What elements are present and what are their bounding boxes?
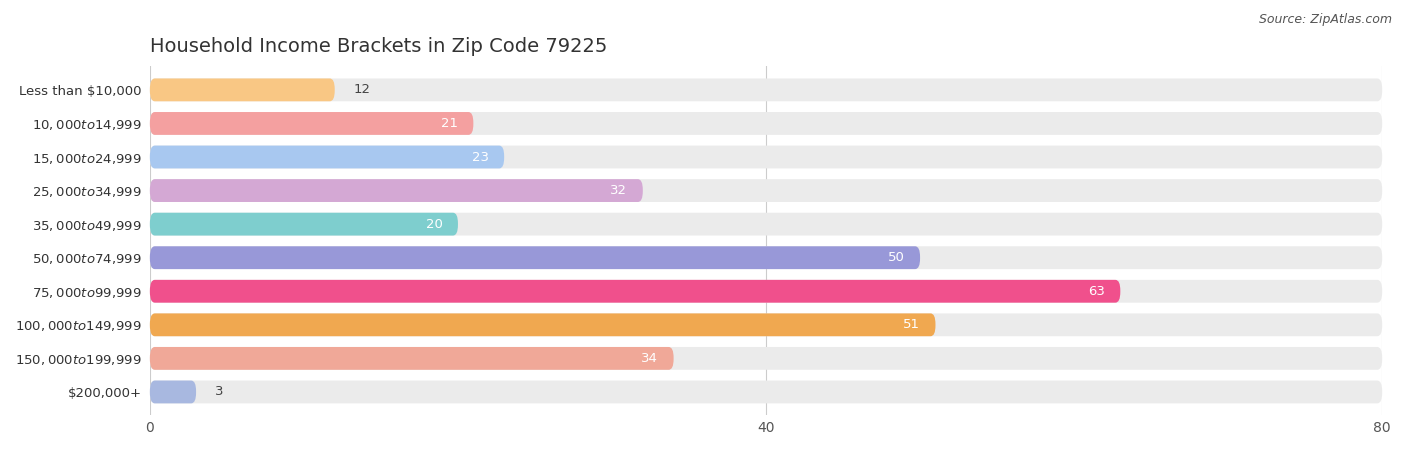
Text: Source: ZipAtlas.com: Source: ZipAtlas.com (1258, 14, 1392, 27)
FancyBboxPatch shape (150, 146, 1382, 168)
FancyBboxPatch shape (150, 78, 1382, 101)
FancyBboxPatch shape (150, 146, 505, 168)
Text: 21: 21 (441, 117, 458, 130)
FancyBboxPatch shape (150, 347, 1382, 370)
Text: Household Income Brackets in Zip Code 79225: Household Income Brackets in Zip Code 79… (150, 37, 607, 57)
FancyBboxPatch shape (150, 313, 1382, 336)
Text: 50: 50 (887, 251, 904, 264)
Text: 63: 63 (1088, 285, 1105, 298)
FancyBboxPatch shape (150, 179, 1382, 202)
Text: 12: 12 (353, 83, 370, 96)
Text: 51: 51 (903, 318, 920, 331)
Text: 23: 23 (472, 150, 489, 163)
FancyBboxPatch shape (150, 112, 1382, 135)
FancyBboxPatch shape (150, 246, 920, 269)
FancyBboxPatch shape (150, 381, 1382, 403)
FancyBboxPatch shape (150, 381, 195, 403)
Text: 34: 34 (641, 352, 658, 365)
FancyBboxPatch shape (150, 280, 1382, 303)
FancyBboxPatch shape (150, 313, 935, 336)
FancyBboxPatch shape (150, 280, 1121, 303)
Text: 32: 32 (610, 184, 627, 197)
FancyBboxPatch shape (150, 78, 335, 101)
FancyBboxPatch shape (150, 347, 673, 370)
FancyBboxPatch shape (150, 246, 1382, 269)
FancyBboxPatch shape (150, 112, 474, 135)
Text: 3: 3 (215, 386, 224, 398)
FancyBboxPatch shape (150, 179, 643, 202)
FancyBboxPatch shape (150, 213, 458, 235)
Text: 20: 20 (426, 218, 443, 231)
FancyBboxPatch shape (150, 213, 1382, 235)
